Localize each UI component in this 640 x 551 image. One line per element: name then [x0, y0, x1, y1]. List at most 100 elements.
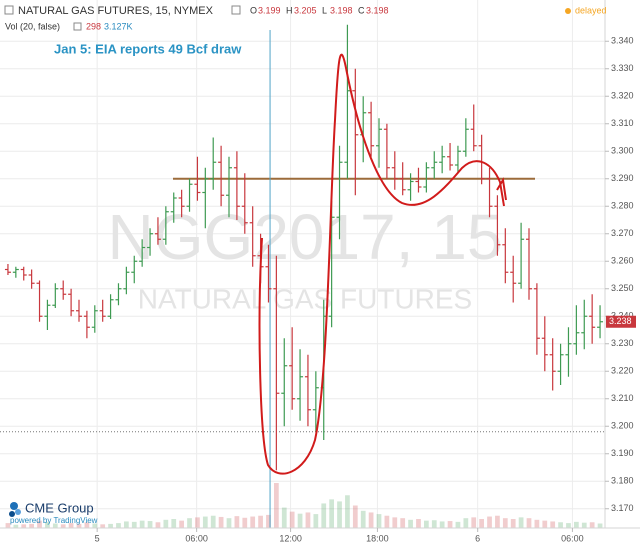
volume-bar — [597, 523, 603, 528]
volume-bar — [305, 512, 311, 528]
volume-bar — [550, 521, 556, 528]
volume-bar — [124, 521, 129, 528]
volume-bar — [297, 513, 303, 528]
volume-bar — [321, 503, 327, 528]
volume-bar — [37, 520, 42, 528]
volume-bar — [329, 499, 334, 528]
y-tick-label: 3.210 — [611, 393, 634, 403]
volume-bar — [76, 523, 82, 528]
ohlc-label: L — [322, 5, 327, 15]
volume-bar — [92, 523, 98, 528]
volume-bar — [289, 511, 295, 528]
volume-layer — [5, 483, 603, 528]
volume-ma: 3.127K — [104, 21, 133, 31]
y-tick-label: 3.300 — [611, 146, 634, 156]
y-tick-label: 3.320 — [611, 91, 634, 101]
volume-bar — [566, 523, 571, 528]
volume-bar — [384, 515, 390, 528]
volume-bar — [131, 521, 137, 528]
volume-bar — [526, 518, 532, 528]
volume-bar — [171, 519, 177, 528]
volume-bar — [242, 517, 248, 528]
volume-bar — [147, 521, 153, 528]
volume-bar — [431, 520, 437, 528]
logo — [15, 509, 21, 515]
volume-bar — [345, 495, 350, 528]
volume-bar — [195, 517, 200, 528]
y-tick-label: 3.340 — [611, 36, 634, 46]
y-tick-label: 3.200 — [611, 421, 634, 431]
volume-bar — [29, 523, 34, 528]
volume-bar — [455, 521, 461, 528]
volume-bar — [45, 521, 50, 528]
volume-bar — [589, 522, 595, 528]
volume-bar — [5, 523, 11, 528]
y-tick-label: 3.170 — [611, 503, 634, 513]
ohlc-value: 3.198 — [366, 5, 389, 15]
volume-bar — [487, 516, 492, 528]
volume-bar — [479, 519, 484, 528]
volume-bar — [542, 520, 548, 528]
x-tick-label: 06:00 — [185, 533, 208, 543]
last-price-label: 3.238 — [609, 316, 632, 326]
y-tick-label: 3.250 — [611, 283, 634, 293]
volume-bar — [100, 524, 106, 528]
header: NATURAL GAS FUTURES, 15, NYMEX O 3.199 H 3.… — [4, 5, 607, 56]
volume-bar — [52, 523, 58, 528]
volume-bar — [13, 524, 19, 528]
volume-bar — [108, 523, 113, 528]
icon — [4, 5, 14, 15]
ohlc-value: 3.199 — [258, 5, 281, 15]
volume-bar — [471, 517, 477, 528]
volume-bar — [281, 507, 287, 528]
status: delayed — [575, 5, 607, 15]
volume-bar — [352, 505, 358, 528]
price-axis-bg — [605, 0, 640, 528]
ohlc-label: C — [358, 5, 365, 15]
volume-bar — [581, 522, 587, 528]
volume-bar — [163, 519, 169, 528]
volume-bar — [202, 516, 208, 528]
freehand-curve — [258, 53, 507, 475]
volume-bar — [447, 521, 453, 528]
x-tick-label: 6 — [475, 533, 480, 543]
logo — [9, 511, 15, 517]
volume-bar — [376, 514, 382, 528]
x-tick-label: 18:00 — [366, 533, 389, 543]
axis-layer: 3.170 3.180 3.190 3.200 3.210 3.220 3.230 3.240… — [95, 36, 636, 543]
volume-bar — [439, 521, 445, 528]
volume-bar — [60, 524, 66, 528]
y-tick-label: 3.270 — [611, 228, 634, 238]
brand-powered: powered by TradingView — [10, 516, 98, 525]
volume-bar — [68, 523, 74, 528]
y-tick-label: 3.220 — [611, 366, 634, 376]
volume-bar — [518, 517, 524, 528]
watermark-name: NATURAL GAS FUTURES — [138, 283, 472, 314]
volume-bar — [179, 520, 184, 528]
volume-bar — [360, 510, 366, 528]
volume-bar — [234, 516, 240, 528]
y-tick-label: 3.180 — [611, 476, 634, 486]
volume-bar — [116, 523, 121, 528]
icon — [73, 22, 82, 31]
icon — [231, 5, 241, 15]
volume-bar — [226, 518, 232, 528]
volume-bar — [424, 520, 429, 528]
x-tick-label: 12:00 — [279, 533, 302, 543]
volume-bar — [510, 519, 516, 528]
brand-name: CME Group — [25, 500, 94, 515]
y-tick-label: 3.260 — [611, 256, 634, 266]
x-tick-label: 06:00 — [561, 533, 584, 543]
y-tick-label: 3.190 — [611, 448, 634, 458]
volume-bar — [337, 501, 342, 528]
volume-bar — [274, 483, 279, 528]
y-tick-label: 3.230 — [611, 338, 634, 348]
symbol: NATURAL GAS FUTURES, 15, NYMEX — [18, 5, 214, 17]
last-price-box — [606, 315, 636, 328]
volume-label: Vol (20, false) — [5, 21, 60, 31]
volume-bar — [392, 517, 398, 528]
volume-bar — [187, 518, 192, 528]
watermark-layer: NGG2017, 15 NATURAL GAS FUTURES — [108, 201, 503, 314]
volume-bar — [21, 524, 27, 528]
